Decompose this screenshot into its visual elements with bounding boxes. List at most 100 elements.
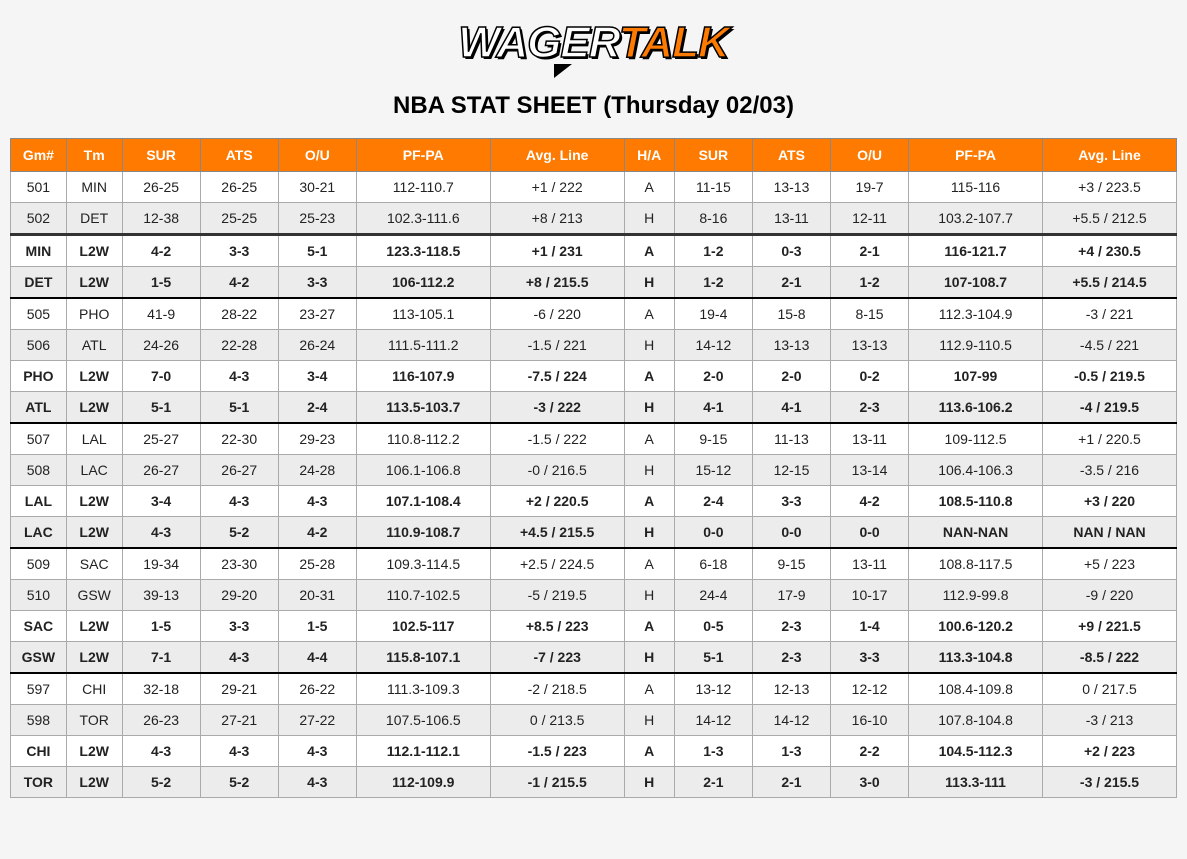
- table-cell: 505: [11, 298, 67, 330]
- table-cell: 23-27: [278, 298, 356, 330]
- table-cell: 107-99: [909, 361, 1043, 392]
- table-cell: L2W: [66, 736, 122, 767]
- table-cell: 1-5: [122, 267, 200, 299]
- table-cell: 102.3-111.6: [356, 203, 490, 235]
- table-cell: 26-25: [122, 172, 200, 203]
- column-header: O/U: [278, 139, 356, 172]
- table-row: 502DET12-3825-2525-23102.3-111.6+8 / 213…: [11, 203, 1177, 235]
- table-cell: 123.3-118.5: [356, 235, 490, 267]
- table-cell: 100.6-120.2: [909, 611, 1043, 642]
- table-cell: 1-4: [831, 611, 909, 642]
- column-header: Gm#: [11, 139, 67, 172]
- table-cell: 7-0: [122, 361, 200, 392]
- table-cell: 111.3-109.3: [356, 673, 490, 705]
- table-cell: 32-18: [122, 673, 200, 705]
- table-cell: 3-4: [278, 361, 356, 392]
- table-cell: H: [624, 203, 674, 235]
- table-cell: 111.5-111.2: [356, 330, 490, 361]
- table-cell: 19-7: [831, 172, 909, 203]
- table-cell: 106.1-106.8: [356, 455, 490, 486]
- table-cell: -1.5 / 222: [490, 423, 624, 455]
- table-cell: 25-25: [200, 203, 278, 235]
- table-cell: 113.6-106.2: [909, 392, 1043, 424]
- table-cell: 9-15: [674, 423, 752, 455]
- table-cell: 4-2: [278, 517, 356, 549]
- table-row: 505PHO41-928-2223-27113-105.1-6 / 220A19…: [11, 298, 1177, 330]
- table-cell: 3-3: [278, 267, 356, 299]
- table-cell: 4-2: [200, 267, 278, 299]
- table-cell: LAL: [11, 486, 67, 517]
- table-cell: +5.5 / 212.5: [1043, 203, 1177, 235]
- table-cell: 24-26: [122, 330, 200, 361]
- table-cell: 0-3: [752, 235, 830, 267]
- table-cell: 24-4: [674, 580, 752, 611]
- table-cell: CHI: [11, 736, 67, 767]
- table-cell: 12-38: [122, 203, 200, 235]
- table-cell: 5-2: [122, 767, 200, 798]
- table-cell: -7.5 / 224: [490, 361, 624, 392]
- table-cell: 108.8-117.5: [909, 548, 1043, 580]
- table-cell: 2-4: [278, 392, 356, 424]
- table-cell: 4-3: [122, 517, 200, 549]
- table-cell: ATL: [66, 330, 122, 361]
- table-cell: 0-5: [674, 611, 752, 642]
- table-cell: 25-27: [122, 423, 200, 455]
- table-row: 509SAC19-3423-3025-28109.3-114.5+2.5 / 2…: [11, 548, 1177, 580]
- table-cell: 4-3: [278, 486, 356, 517]
- table-cell: 13-11: [752, 203, 830, 235]
- table-cell: 107-108.7: [909, 267, 1043, 299]
- table-cell: +2 / 220.5: [490, 486, 624, 517]
- table-cell: GSW: [11, 642, 67, 674]
- table-cell: +9 / 221.5: [1043, 611, 1177, 642]
- table-cell: 3-3: [752, 486, 830, 517]
- table-cell: 109-112.5: [909, 423, 1043, 455]
- column-header: H/A: [624, 139, 674, 172]
- table-cell: 8-16: [674, 203, 752, 235]
- table-cell: 0 / 213.5: [490, 705, 624, 736]
- table-cell: -1 / 215.5: [490, 767, 624, 798]
- table-cell: 113.3-111: [909, 767, 1043, 798]
- table-cell: 508: [11, 455, 67, 486]
- table-cell: 3-3: [200, 611, 278, 642]
- table-row: 508LAC26-2726-2724-28106.1-106.8-0 / 216…: [11, 455, 1177, 486]
- table-cell: 502: [11, 203, 67, 235]
- table-cell: 23-30: [200, 548, 278, 580]
- table-cell: 4-3: [200, 642, 278, 674]
- table-cell: -7 / 223: [490, 642, 624, 674]
- table-cell: 112.3-104.9: [909, 298, 1043, 330]
- table-cell: DET: [11, 267, 67, 299]
- table-cell: 22-30: [200, 423, 278, 455]
- table-cell: 41-9: [122, 298, 200, 330]
- table-cell: 8-15: [831, 298, 909, 330]
- table-cell: 5-2: [200, 767, 278, 798]
- table-cell: 29-20: [200, 580, 278, 611]
- table-cell: 5-1: [674, 642, 752, 674]
- table-cell: 597: [11, 673, 67, 705]
- table-cell: 6-18: [674, 548, 752, 580]
- table-cell: H: [624, 267, 674, 299]
- table-cell: 103.2-107.7: [909, 203, 1043, 235]
- table-cell: 112.9-99.8: [909, 580, 1043, 611]
- table-cell: 27-22: [278, 705, 356, 736]
- table-cell: 26-24: [278, 330, 356, 361]
- table-cell: 12-12: [831, 673, 909, 705]
- table-cell: H: [624, 455, 674, 486]
- table-cell: 13-13: [752, 330, 830, 361]
- table-cell: -2 / 218.5: [490, 673, 624, 705]
- table-cell: L2W: [66, 361, 122, 392]
- table-cell: 39-13: [122, 580, 200, 611]
- table-row: 598TOR26-2327-2127-22107.5-106.50 / 213.…: [11, 705, 1177, 736]
- table-cell: LAC: [11, 517, 67, 549]
- table-cell: 28-22: [200, 298, 278, 330]
- column-header: ATS: [752, 139, 830, 172]
- table-cell: 5-1: [122, 392, 200, 424]
- table-cell: 12-13: [752, 673, 830, 705]
- table-row: LALL2W3-44-34-3107.1-108.4+2 / 220.5A2-4…: [11, 486, 1177, 517]
- table-cell: A: [624, 673, 674, 705]
- table-cell: 509: [11, 548, 67, 580]
- table-cell: +2 / 223: [1043, 736, 1177, 767]
- table-cell: 4-3: [200, 736, 278, 767]
- table-cell: 116-107.9: [356, 361, 490, 392]
- table-cell: A: [624, 423, 674, 455]
- table-cell: 14-12: [674, 330, 752, 361]
